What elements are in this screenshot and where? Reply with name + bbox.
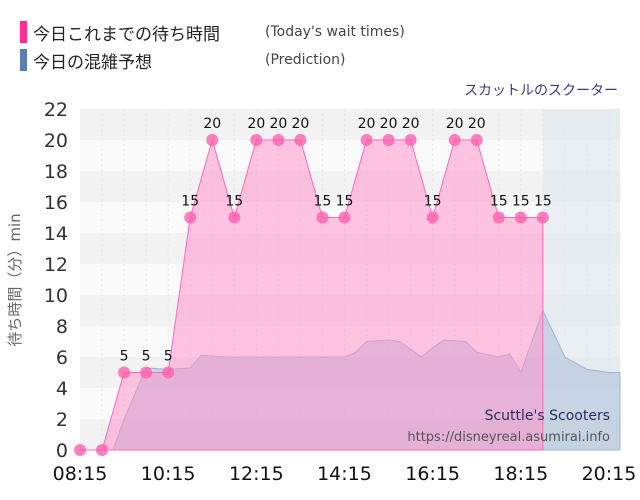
today-data-label: 15: [512, 194, 530, 210]
today-point: [470, 134, 483, 146]
today-point: [118, 366, 131, 379]
today-data-label: 20: [291, 116, 309, 132]
legend-prediction-swatch: [20, 49, 27, 71]
x-axis-ticks: 08:15 10:15 12:15 14:15 16:15 18:15 20:15: [53, 463, 637, 485]
today-point: [162, 366, 175, 379]
x-tick-label: 14:15: [317, 463, 372, 485]
y-tick-label: 16: [44, 192, 68, 214]
attraction-name: スカットルのスクーター: [464, 83, 618, 99]
today-point: [426, 211, 439, 224]
today-data-label: 20: [247, 116, 265, 132]
x-tick-label: 16:15: [405, 463, 460, 485]
today-point: [448, 134, 461, 146]
today-data-label: 15: [336, 194, 354, 210]
x-tick-label: 20:15: [582, 463, 637, 485]
y-axis-label: 待ち時間（分）min: [6, 213, 24, 346]
today-data-label: 5: [120, 349, 129, 365]
watermark-url: https://disneyreal.asumirai.info: [407, 430, 610, 445]
x-tick-label: 18:15: [493, 463, 548, 485]
y-axis-ticks: 0 2 4 6 8 10 12 14 16 18 20 22: [44, 99, 68, 462]
today-point: [382, 134, 395, 146]
y-tick-label: 2: [56, 409, 68, 431]
today-data-label: 15: [490, 194, 508, 210]
today-point: [140, 366, 153, 379]
today-data-label: 15: [181, 194, 199, 210]
x-tick-label: 10:15: [141, 463, 196, 485]
today-point: [404, 134, 417, 146]
today-point: [316, 211, 329, 224]
today-point: [206, 134, 219, 146]
today-data-label: 20: [380, 116, 398, 132]
watermark-name: Scuttle's Scooters: [485, 408, 610, 424]
today-point: [184, 211, 197, 224]
legend-today-swatch: [20, 21, 27, 43]
today-point: [536, 211, 549, 224]
y-tick-label: 4: [56, 378, 68, 400]
today-point: [228, 211, 241, 224]
today-point: [514, 211, 527, 224]
today-data-label: 20: [446, 116, 464, 132]
y-tick-label: 12: [44, 254, 68, 276]
today-point: [74, 444, 86, 456]
legend-today: 今日これまでの待ち時間 (Today's wait times): [20, 20, 405, 45]
today-data-label: 15: [534, 194, 552, 210]
today-data-label: 20: [358, 116, 376, 132]
today-point: [294, 134, 307, 146]
y-tick-label: 0: [56, 440, 68, 462]
y-tick-label: 6: [56, 347, 68, 369]
legend-today-sub: (Today's wait times): [265, 24, 405, 40]
legend-today-label: 今日これまでの待ち時間: [33, 24, 220, 45]
today-data-label: 20: [269, 116, 287, 132]
today-data-label: 15: [314, 194, 332, 210]
grid-band: [80, 109, 620, 140]
legend-prediction: 今日の混雑予想 (Prediction): [20, 48, 346, 73]
today-data-label: 20: [468, 116, 486, 132]
today-data-label: 20: [203, 116, 221, 132]
x-tick-label: 12:15: [229, 463, 284, 485]
y-tick-label: 18: [44, 161, 68, 183]
today-point: [338, 211, 351, 224]
today-point: [272, 134, 285, 146]
legend-prediction-label: 今日の混雑予想: [33, 52, 152, 73]
today-data-label: 15: [225, 194, 243, 210]
today-point: [250, 134, 263, 146]
today-data-label: 15: [424, 194, 442, 210]
today-points: [74, 134, 549, 456]
y-tick-label: 22: [44, 99, 68, 121]
legend-prediction-sub: (Prediction): [265, 52, 346, 68]
y-tick-label: 10: [44, 285, 68, 307]
today-data-label: 5: [142, 349, 151, 365]
today-point: [360, 134, 373, 146]
x-tick-label: 08:15: [53, 463, 108, 485]
today-point: [96, 444, 109, 456]
today-data-label: 20: [402, 116, 420, 132]
today-data-label: 5: [164, 349, 173, 365]
y-tick-label: 20: [44, 130, 68, 152]
y-tick-label: 8: [56, 316, 68, 338]
grid-band: [80, 140, 620, 171]
y-tick-label: 14: [44, 223, 68, 245]
today-point: [492, 211, 505, 224]
